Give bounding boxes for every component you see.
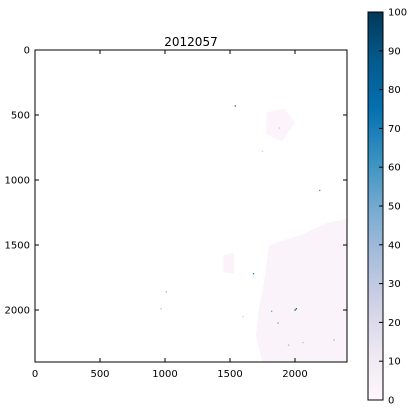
x-tick-label: 500 xyxy=(90,369,109,380)
heatmap-layer xyxy=(160,105,347,362)
colorbar-tick-label: 40 xyxy=(388,240,401,251)
y-tick-label: 0 xyxy=(24,46,30,57)
x-axis: 0 500 1000 1500 2000 xyxy=(32,50,308,380)
heatmap-cell xyxy=(277,322,279,324)
heatmap-cell xyxy=(294,309,296,311)
heatmap-cell xyxy=(252,273,255,275)
heatmap-cell xyxy=(271,310,273,312)
heatmap-cell xyxy=(319,189,321,192)
heatmap-cell xyxy=(234,105,236,107)
heatmap-cell xyxy=(302,341,304,344)
colorbar-tick-label: 60 xyxy=(388,163,401,174)
heatmap-region xyxy=(223,252,234,274)
x-tick-label: 1000 xyxy=(152,369,177,380)
colorbar-tick-label: 100 xyxy=(388,8,407,19)
y-axis: 0 500 1000 1500 2000 xyxy=(5,46,347,317)
heatmap-cell xyxy=(160,308,162,310)
heatmap-region xyxy=(256,219,347,362)
colorbar-tick-label: 10 xyxy=(388,357,401,368)
heatmap-cell xyxy=(295,308,297,310)
colorbar-tick-label: 70 xyxy=(388,124,401,135)
heatmap-cell xyxy=(287,344,290,346)
colorbar-tick-label: 20 xyxy=(388,318,401,329)
y-tick-label: 1000 xyxy=(5,176,30,187)
y-tick-label: 1500 xyxy=(5,241,30,252)
y-tick-label: 2000 xyxy=(5,306,30,317)
colorbar-tick-label: 90 xyxy=(388,46,401,57)
colorbar-tick-label: 80 xyxy=(388,85,401,96)
colorbar-tick-label: 50 xyxy=(388,202,401,213)
x-tick-label: 0 xyxy=(32,369,38,380)
heatmap-cell xyxy=(261,150,264,153)
heatmap-cell xyxy=(242,315,244,318)
heatmap-cell xyxy=(278,127,281,129)
heatmap-cell xyxy=(333,339,335,341)
colorbar-tick-label: 30 xyxy=(388,279,401,290)
colorbar-tick-label: 0 xyxy=(388,396,394,407)
plot-frame xyxy=(34,49,348,363)
x-tick-label: 2000 xyxy=(282,369,307,380)
x-tick-label: 1500 xyxy=(217,369,242,380)
heatmap-cell xyxy=(165,291,167,293)
colorbar-axis: 0 10 20 30 40 50 60 70 80 90 100 xyxy=(379,8,407,407)
chart-title: 2012057 xyxy=(164,35,217,49)
y-tick-label: 500 xyxy=(11,111,30,122)
heatmap-region xyxy=(266,108,295,141)
